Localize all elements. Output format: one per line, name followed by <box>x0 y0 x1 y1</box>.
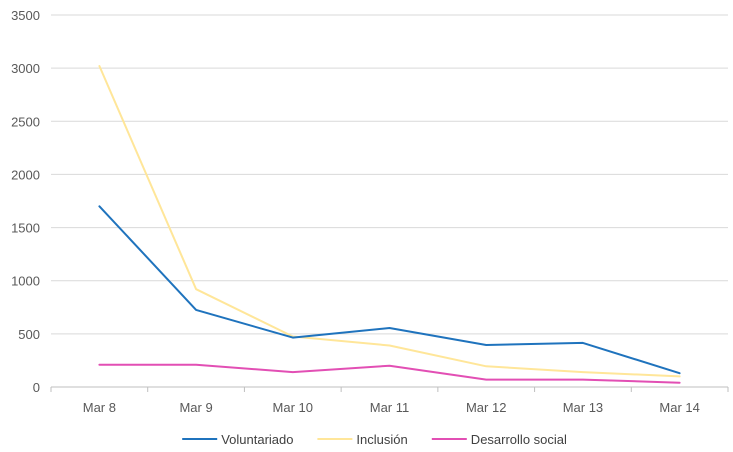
y-tick-label: 500 <box>18 327 40 342</box>
y-tick-label: 3500 <box>11 8 40 23</box>
y-tick-label: 2000 <box>11 167 40 182</box>
y-tick-label: 0 <box>33 380 40 395</box>
y-tick-label: 2500 <box>11 114 40 129</box>
gridlines <box>50 14 729 392</box>
x-tick-label: Mar 14 <box>659 400 699 415</box>
x-tick-label: Mar 10 <box>273 400 313 415</box>
legend: Voluntariado Inclusión Desarrollo social <box>182 432 567 447</box>
y-tick-label: 1000 <box>11 274 40 289</box>
legend-item: Voluntariado <box>182 432 293 447</box>
legend-item: Desarrollo social <box>431 432 567 447</box>
series-lines <box>98 65 681 384</box>
legend-label: Desarrollo social <box>471 432 567 447</box>
x-tick-label: Mar 11 <box>370 400 410 415</box>
y-axis-ticks: 0 500 1000 1500 2000 2500 3000 3500 <box>11 8 40 395</box>
x-tick-label: Mar 9 <box>179 400 212 415</box>
series-line-inclusi-n <box>98 65 681 378</box>
y-tick-label: 3000 <box>11 61 40 76</box>
legend-label: Voluntariado <box>221 432 293 447</box>
y-tick-label: 1500 <box>11 221 40 236</box>
series-line-voluntariado <box>98 205 681 375</box>
legend-label: Inclusión <box>356 432 407 447</box>
x-tick-label: Mar 13 <box>563 400 603 415</box>
x-axis-ticks: Mar 8 Mar 9 Mar 10 Mar 11 Mar 12 Mar 13 Mar 14 <box>83 400 700 415</box>
x-tick-label: Mar 8 <box>83 400 116 415</box>
x-tick-label: Mar 12 <box>466 400 506 415</box>
legend-item: Inclusión <box>317 432 408 447</box>
series-line-desarrollo-social <box>98 363 681 384</box>
